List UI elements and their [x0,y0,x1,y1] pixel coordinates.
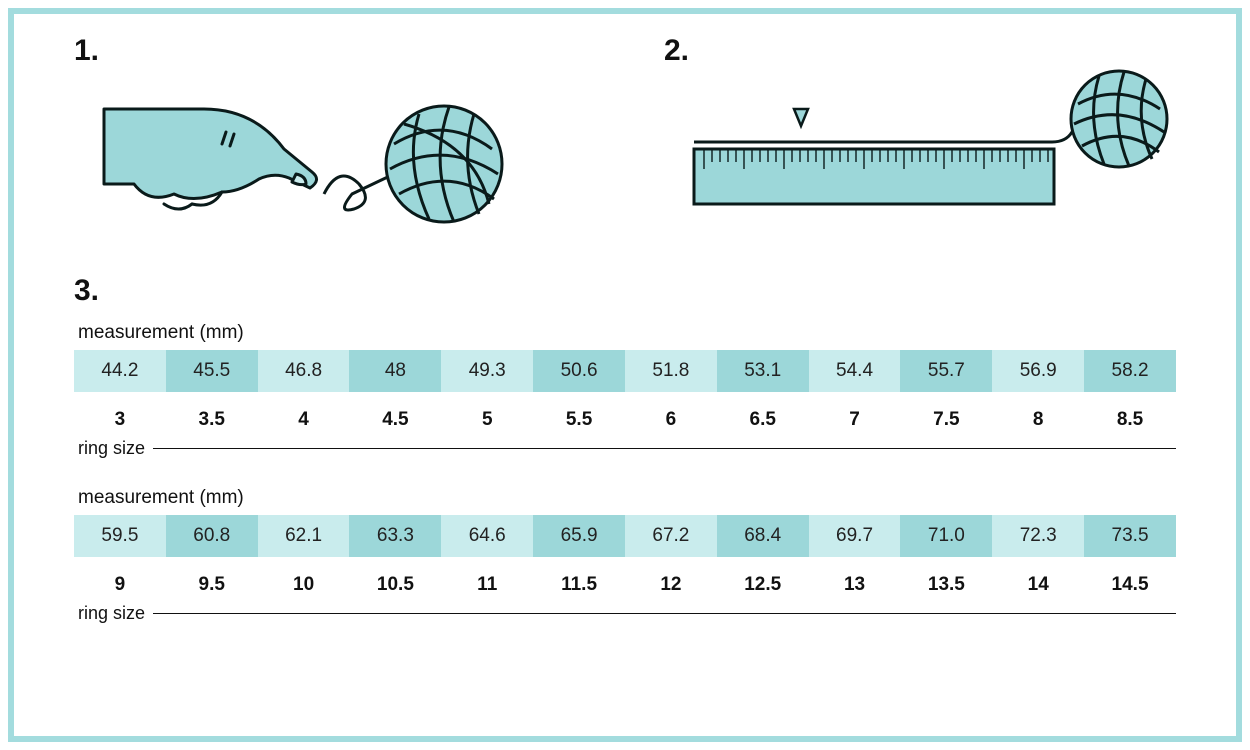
size-cell: 13.5 [900,563,992,607]
size-row-2: 99.51010.51111.51212.51313.51414.5 [74,563,1176,607]
size-cell: 12 [625,563,717,607]
size-cell: 4 [258,398,350,442]
step-3-number: 3. [74,274,1176,308]
measurement-cell: 55.7 [900,350,992,392]
size-cell: 8.5 [1084,398,1176,442]
measurement-cell: 58.2 [1084,350,1176,392]
size-cell: 8 [992,398,1084,442]
measurement-cell: 51.8 [625,350,717,392]
measurement-cell: 68.4 [717,515,809,557]
size-row-1: 33.544.555.566.577.588.5 [74,398,1176,442]
hand-yarn-icon [74,54,514,244]
divider-line [153,613,1176,614]
size-cell: 14 [992,563,1084,607]
divider-line [153,448,1176,449]
measurement-cell: 53.1 [717,350,809,392]
infographic-frame: 1. [8,8,1242,742]
size-table-1: measurement (mm) 44.245.546.84849.350.65… [74,322,1176,459]
size-cell: 12.5 [717,563,809,607]
measurement-cell: 72.3 [992,515,1084,557]
measurement-cell: 46.8 [258,350,350,392]
ring-size-label: ring size [78,438,145,459]
measurement-row-1: 44.245.546.84849.350.651.853.154.455.756… [74,350,1176,392]
size-cell: 11 [441,563,533,607]
size-cell: 10 [258,563,350,607]
size-cell: 7 [809,398,901,442]
size-cell: 4.5 [349,398,441,442]
measurement-cell: 63.3 [349,515,441,557]
step-1: 1. [74,54,594,244]
measurement-label: measurement (mm) [78,322,1176,344]
measurement-cell: 62.1 [258,515,350,557]
measurement-cell: 73.5 [1084,515,1176,557]
size-cell: 14.5 [1084,563,1176,607]
measurement-label: measurement (mm) [78,487,1176,509]
measurement-cell: 64.6 [441,515,533,557]
ruler-yarn-icon [674,54,1174,244]
ring-size-label: ring size [78,603,145,624]
size-cell: 13 [809,563,901,607]
measurement-row-2: 59.560.862.163.364.665.967.268.469.771.0… [74,515,1176,557]
measurement-cell: 45.5 [166,350,258,392]
size-cell: 7.5 [900,398,992,442]
size-cell: 6 [625,398,717,442]
size-cell: 3 [74,398,166,442]
size-cell: 5 [441,398,533,442]
size-cell: 3.5 [166,398,258,442]
measurement-cell: 71.0 [900,515,992,557]
measurement-cell: 50.6 [533,350,625,392]
size-cell: 9.5 [166,563,258,607]
size-cell: 5.5 [533,398,625,442]
measurement-cell: 56.9 [992,350,1084,392]
steps-row: 1. [74,54,1176,244]
measurement-cell: 59.5 [74,515,166,557]
step-3: 3. measurement (mm) 44.245.546.84849.350… [74,274,1176,624]
size-cell: 6.5 [717,398,809,442]
measurement-cell: 65.9 [533,515,625,557]
measurement-cell: 69.7 [809,515,901,557]
measurement-cell: 60.8 [166,515,258,557]
measurement-cell: 48 [349,350,441,392]
step-2: 2. [674,54,1176,244]
measurement-cell: 49.3 [441,350,533,392]
measurement-cell: 44.2 [74,350,166,392]
measurement-cell: 67.2 [625,515,717,557]
size-cell: 9 [74,563,166,607]
size-cell: 11.5 [533,563,625,607]
size-cell: 10.5 [349,563,441,607]
measurement-cell: 54.4 [809,350,901,392]
size-table-2: measurement (mm) 59.560.862.163.364.665.… [74,487,1176,624]
